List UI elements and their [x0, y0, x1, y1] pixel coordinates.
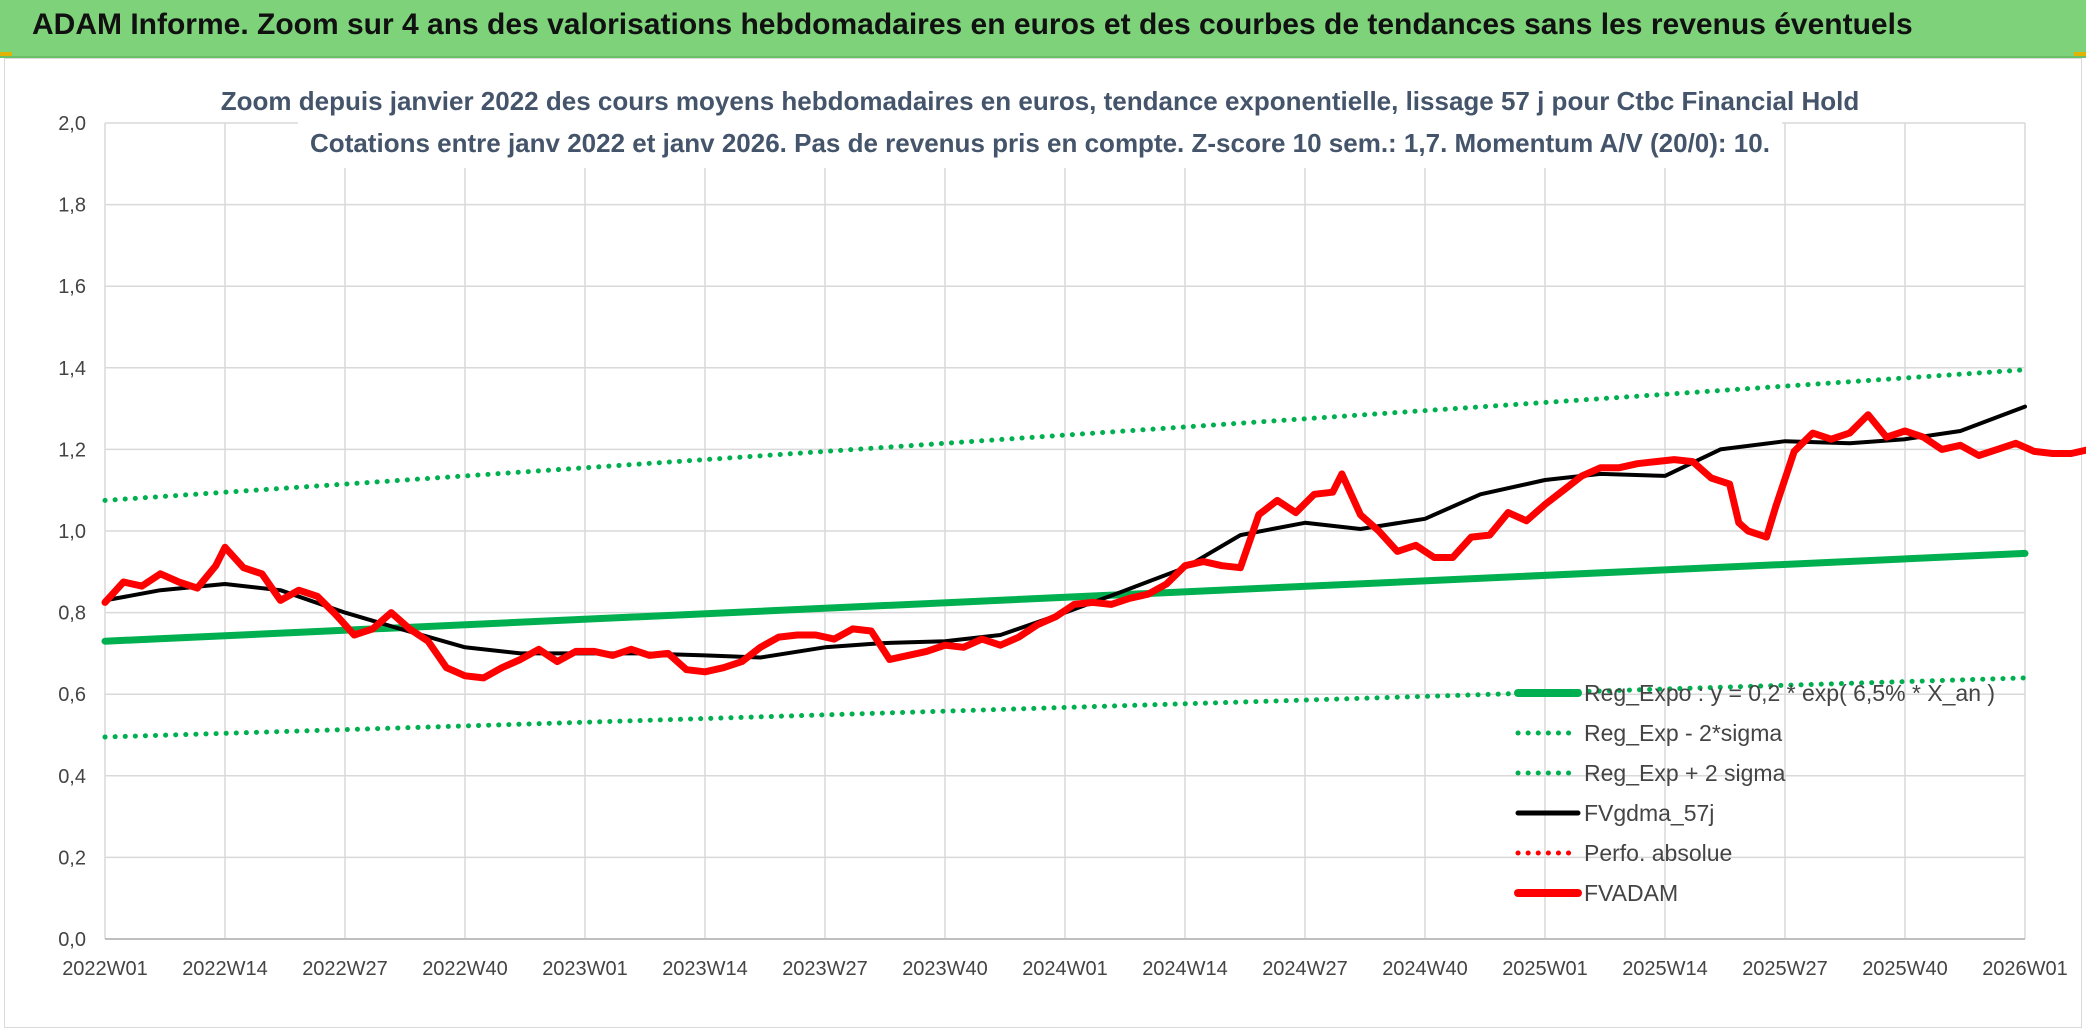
legend-label: Reg_Expo : y = 0,2 * exp( 6,5% * X_an ) [1584, 680, 1995, 706]
x-tick-label: 2025W01 [1502, 958, 1588, 980]
legend-label: Reg_Exp - 2*sigma [1584, 720, 1782, 746]
legend-label: Perfo. absolue [1584, 840, 1732, 866]
y-tick-label: 2,0 [58, 113, 86, 135]
series-line-5 [101, 411, 2086, 682]
y-tick-label: 1,2 [58, 439, 86, 461]
chart-frame [4, 58, 2082, 1028]
page-title: ADAM Informe. Zoom sur 4 ans des valoris… [32, 8, 1913, 41]
legend-label: FVgdma_57j [1584, 800, 1714, 826]
x-tick-label: 2024W14 [1142, 958, 1228, 980]
x-tick-label: 2026W01 [1982, 958, 2068, 980]
y-tick-label: 0,8 [58, 603, 86, 625]
y-tick-label: 1,4 [58, 358, 86, 380]
x-tick-label: 2022W14 [182, 958, 268, 980]
x-tick-label: 2025W14 [1622, 958, 1708, 980]
y-tick-label: 1,6 [58, 276, 86, 298]
x-tick-label: 2025W27 [1742, 958, 1828, 980]
chart-grid [104, 122, 2026, 940]
x-tick-label: 2023W01 [542, 958, 628, 980]
y-tick-label: 1,0 [58, 521, 86, 543]
series-line-2 [102, 367, 2028, 503]
x-tick-label: 2023W40 [902, 958, 988, 980]
chart-title-line1: Zoom depuis janvier 2022 des cours moyen… [221, 86, 1859, 116]
y-tick-label: 0,0 [58, 929, 86, 951]
chart-series [101, 367, 2086, 740]
series-line-0 [101, 549, 2029, 645]
x-tick-label: 2022W40 [422, 958, 508, 980]
legend-label: FVADAM [1584, 880, 1678, 906]
y-tick-label: 0,2 [58, 847, 86, 869]
x-tick-label: 2022W01 [62, 958, 148, 980]
chart-title-background [298, 76, 1782, 168]
chart-legend: Reg_Expo : y = 0,2 * exp( 6,5% * X_an ) R… [1514, 680, 1995, 906]
x-tick-label: 2024W27 [1262, 958, 1348, 980]
top-banner: ADAM Informe. Zoom sur 4 ans des valoris… [0, 0, 2086, 58]
x-tick-label: 2025W40 [1862, 958, 1948, 980]
corner-accent-right [2074, 52, 2086, 56]
corner-accent-left [0, 52, 12, 56]
x-tick-label: 2023W27 [782, 958, 868, 980]
x-tick-label: 2024W40 [1382, 958, 1468, 980]
x-tick-label: 2023W14 [662, 958, 748, 980]
series-line-1 [102, 675, 2028, 740]
y-tick-label: 0,6 [58, 684, 86, 706]
x-tick-label: 2024W01 [1022, 958, 1108, 980]
x-axis-ticks: 2022W01 2022W14 2022W27 2022W40 2023W01 2023W… [62, 958, 2068, 980]
legend-label: Reg_Exp + 2 sigma [1584, 760, 1786, 786]
y-tick-label: 1,8 [58, 195, 86, 217]
x-tick-label: 2022W27 [302, 958, 388, 980]
y-axis-ticks: 0,0 0,2 0,4 0,6 0,8 1,0 1,2 1,4 1,6 1,8 2,0 [58, 113, 86, 951]
y-tick-label: 0,4 [58, 766, 86, 788]
chart-title-line2: Cotations entre janv 2022 et janv 2026. … [310, 128, 1770, 158]
